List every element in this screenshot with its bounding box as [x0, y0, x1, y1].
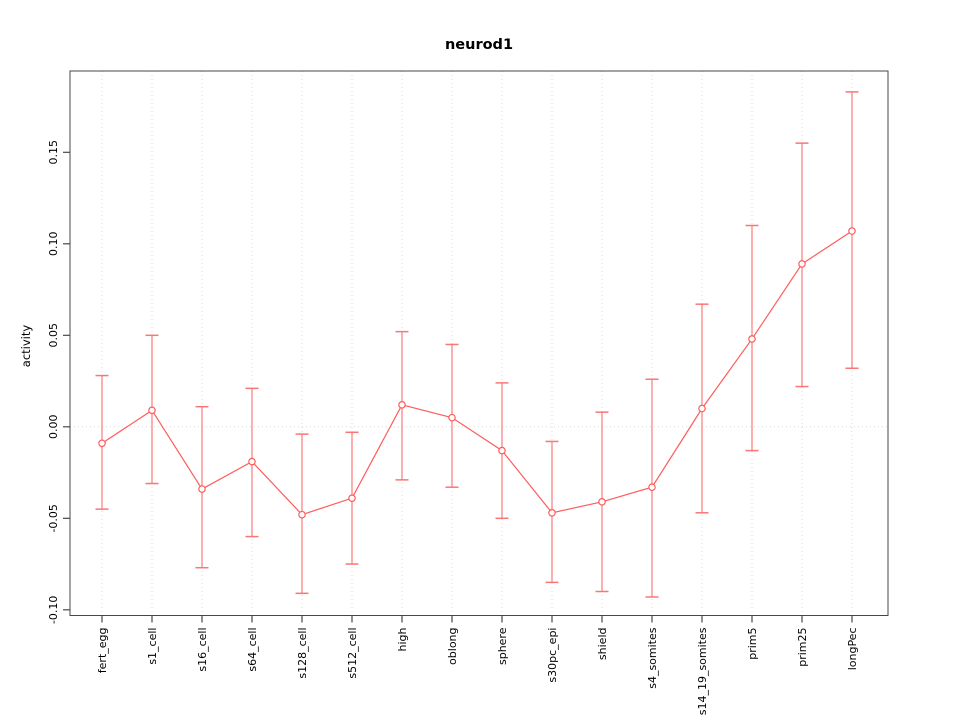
y-tick-label: 0.00 — [47, 415, 60, 440]
x-tick-label: s4_somites — [646, 627, 659, 689]
data-point — [148, 406, 156, 415]
data-point — [748, 335, 756, 343]
data-point — [348, 494, 356, 502]
x-tick-label: prim25 — [796, 628, 809, 667]
x-tick-label: shield — [596, 628, 609, 661]
y-axis-label: activity — [19, 325, 33, 368]
y-tick-label: 0.10 — [47, 232, 60, 256]
data-point — [298, 510, 306, 519]
grid-layer — [70, 71, 888, 616]
x-tick-label: longPec — [846, 628, 859, 671]
x-tick-label: s16_cell — [196, 628, 209, 672]
y-tick-label: 0.05 — [47, 323, 60, 348]
x-tick-label: s14_19_somites — [696, 627, 709, 715]
data-point — [398, 401, 406, 409]
data-point — [498, 446, 506, 455]
y-tick-label: -0.05 — [47, 504, 60, 532]
data-point — [848, 227, 856, 235]
data-point — [798, 260, 806, 268]
errorbar-layer — [95, 91, 859, 598]
data-point — [548, 509, 556, 517]
series-layer — [98, 227, 856, 519]
x-tick-label: oblong — [446, 628, 459, 665]
y-tick-label: -0.10 — [47, 596, 60, 624]
x-tick-label: sphere — [496, 627, 509, 665]
data-point — [598, 498, 606, 506]
series-line — [101, 230, 853, 516]
data-point — [98, 439, 106, 448]
data-point — [248, 457, 256, 466]
x-tick-label: s30pc_epi — [546, 628, 559, 683]
y-tick-label: 0.15 — [47, 140, 60, 165]
x-tick-label: s1_cell — [146, 628, 159, 665]
x-tick-label: fert_egg — [96, 628, 109, 674]
x-tick-label: high — [396, 627, 409, 651]
x-tick-label: s128_cell — [296, 628, 309, 679]
data-point — [198, 485, 206, 493]
tick-label-layer: -0.10 -0.05 0.00 0.05 0.10 0.15 fert_egg s1_cel… — [47, 140, 859, 715]
x-tick-label: prim5 — [746, 628, 759, 660]
x-tick-label: s64_cell — [246, 628, 259, 672]
plot-border — [69, 70, 889, 616]
chart-title: neurod1 — [445, 37, 513, 53]
data-point — [648, 483, 656, 491]
tick-layer — [63, 151, 853, 623]
x-tick-label: s512_cell — [346, 628, 359, 679]
data-point — [448, 413, 456, 422]
data-point — [698, 404, 706, 413]
